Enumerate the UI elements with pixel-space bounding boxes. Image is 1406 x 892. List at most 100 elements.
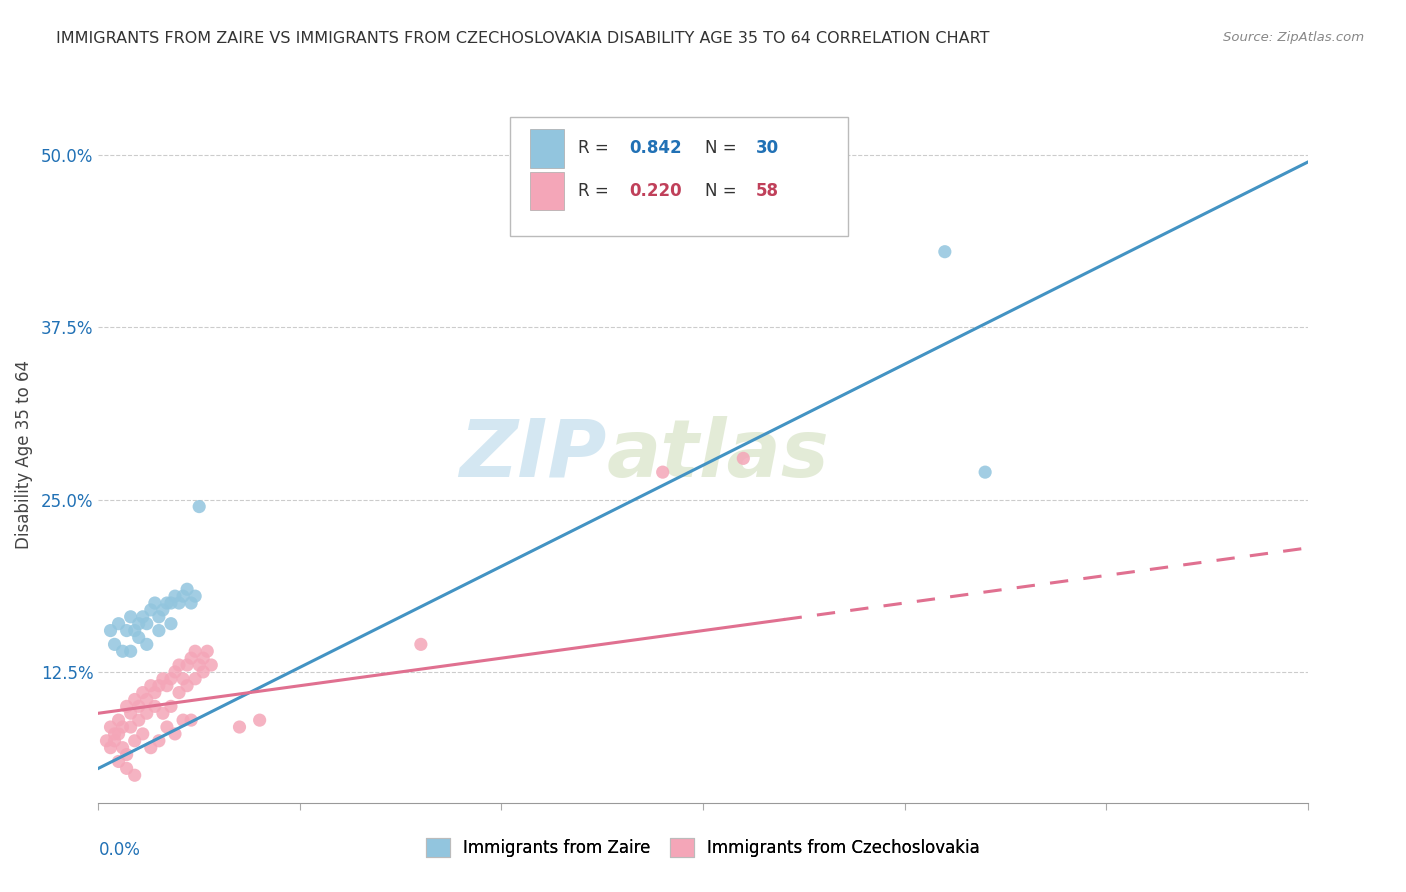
Point (160, 596, 183, 610)
Point (96, 733, 118, 747)
Point (172, 672, 194, 686)
Text: 0.0%: 0.0% (98, 841, 141, 859)
Point (143, 685, 166, 699)
Point (180, 713, 202, 727)
Point (124, 768, 146, 782)
Point (156, 720, 179, 734)
Point (120, 720, 142, 734)
Point (974, 465, 997, 479)
Point (733, 451, 755, 466)
Point (139, 603, 162, 617)
Point (651, 465, 673, 479)
Point (152, 603, 174, 617)
Point (107, 755, 129, 769)
Text: 30: 30 (756, 139, 779, 157)
Point (184, 589, 207, 603)
FancyBboxPatch shape (530, 172, 564, 210)
Point (156, 679, 179, 693)
Point (103, 637, 125, 651)
Point (135, 706, 157, 721)
Point (107, 713, 129, 727)
Point (128, 631, 150, 645)
Point (152, 672, 174, 686)
Text: atlas: atlas (606, 416, 830, 494)
Text: N =: N = (706, 139, 742, 157)
Point (124, 692, 146, 706)
Point (139, 679, 162, 693)
Point (148, 733, 170, 747)
Text: 58: 58 (756, 182, 779, 200)
Point (184, 672, 207, 686)
Point (115, 699, 138, 714)
Point (111, 740, 134, 755)
Point (193, 665, 215, 679)
Point (228, 720, 250, 734)
Point (176, 658, 198, 673)
Point (160, 672, 183, 686)
Point (135, 616, 157, 631)
Point (132, 685, 155, 699)
Point (148, 679, 170, 693)
Point (143, 699, 166, 714)
Point (132, 609, 155, 624)
Text: IMMIGRANTS FROM ZAIRE VS IMMIGRANTS FROM CZECHOSLOVAKIA DISABILITY AGE 35 TO 64 : IMMIGRANTS FROM ZAIRE VS IMMIGRANTS FROM… (56, 31, 990, 46)
Point (135, 692, 157, 706)
Legend: Immigrants from Zaire, Immigrants from Czechoslovakia: Immigrants from Zaire, Immigrants from C… (419, 831, 987, 864)
Point (172, 713, 194, 727)
Point (143, 596, 166, 610)
Point (409, 637, 432, 651)
Point (128, 616, 150, 631)
Text: 0.220: 0.220 (630, 182, 682, 200)
Text: N =: N = (706, 182, 742, 200)
Point (100, 624, 122, 638)
Y-axis label: Disability Age 35 to 64: Disability Age 35 to 64 (14, 360, 32, 549)
Point (103, 733, 125, 747)
Point (100, 720, 122, 734)
Point (180, 596, 202, 610)
Point (148, 624, 170, 638)
Text: R =: R = (578, 139, 614, 157)
Point (103, 727, 125, 741)
Point (115, 747, 138, 762)
Point (152, 706, 174, 721)
Point (107, 616, 129, 631)
Point (100, 740, 122, 755)
Point (128, 713, 150, 727)
Point (156, 596, 179, 610)
Point (120, 706, 142, 721)
Point (120, 609, 142, 624)
Point (167, 658, 190, 673)
Point (176, 582, 198, 597)
Text: ZIP: ZIP (458, 416, 606, 494)
Point (200, 658, 222, 673)
Text: Source: ZipAtlas.com: Source: ZipAtlas.com (1223, 31, 1364, 45)
Point (148, 609, 170, 624)
Point (111, 644, 134, 658)
Point (132, 727, 155, 741)
Point (188, 658, 211, 673)
Point (115, 624, 138, 638)
Point (160, 699, 183, 714)
Point (128, 699, 150, 714)
Point (124, 733, 146, 747)
Point (167, 596, 190, 610)
Point (184, 644, 207, 658)
Point (934, 244, 956, 259)
Point (172, 589, 194, 603)
Point (135, 637, 157, 651)
Point (167, 685, 190, 699)
Point (188, 500, 211, 514)
Point (111, 720, 134, 734)
Point (124, 624, 146, 638)
Point (163, 589, 186, 603)
FancyBboxPatch shape (530, 129, 564, 168)
Point (120, 644, 142, 658)
Point (163, 665, 186, 679)
Point (176, 679, 198, 693)
Point (195, 644, 218, 658)
Point (107, 727, 129, 741)
Point (249, 713, 271, 727)
Point (115, 761, 138, 775)
FancyBboxPatch shape (509, 118, 848, 235)
Point (163, 727, 186, 741)
